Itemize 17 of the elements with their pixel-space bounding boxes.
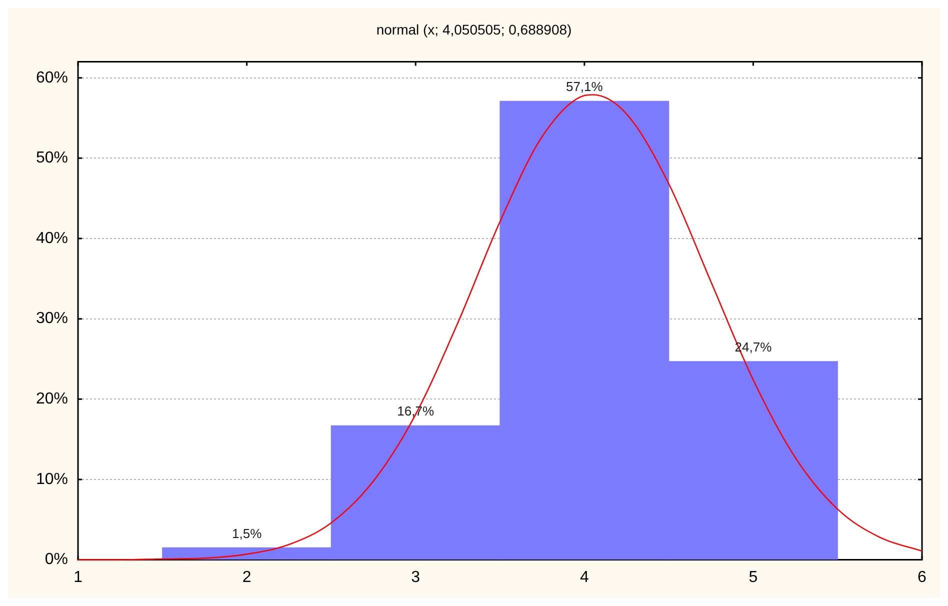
data-label: 57,1% [566, 79, 604, 94]
x-tick-label: 3 [411, 568, 420, 586]
y-tick-label: 60% [36, 69, 68, 86]
y-tick-label: 40% [36, 230, 68, 247]
y-tick-label: 30% [36, 310, 68, 328]
x-tick-label: 1 [74, 568, 83, 586]
x-tick-label: 5 [748, 568, 758, 586]
y-tick-label: 50% [36, 150, 68, 167]
y-tick-label: 0% [44, 551, 68, 568]
chart-title: normal (x; 4,050505; 0,688908) [376, 21, 572, 38]
x-tick-label: 4 [580, 568, 589, 586]
line-series [77, 94, 923, 560]
data-label: 1,5% [232, 526, 262, 541]
y-tick-label: 20% [36, 390, 68, 408]
x-tick-label: 6 [918, 568, 927, 586]
y-tick-label: 10% [36, 470, 68, 488]
x-tick-label: 2 [242, 568, 252, 586]
